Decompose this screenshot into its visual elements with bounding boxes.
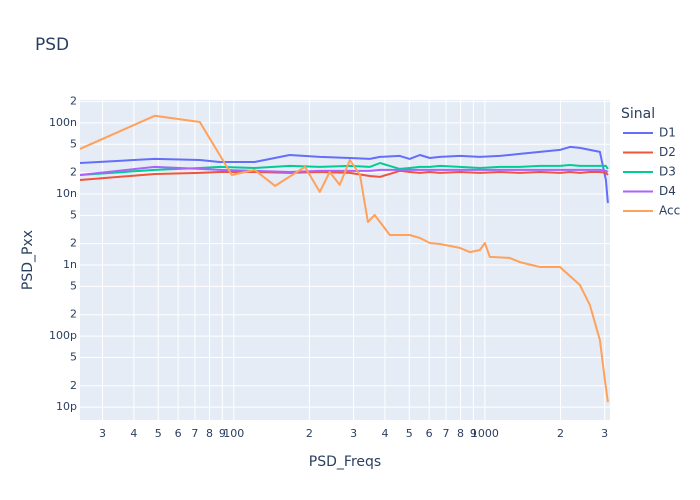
y-tick-label: 2: [70, 237, 77, 250]
y-tick-label: 2: [70, 95, 77, 108]
y-axis-title: PSD_Pxx: [20, 230, 36, 290]
series-line: [80, 169, 609, 181]
legend-title: Sinal: [621, 106, 655, 122]
y-tick-label: 5: [70, 351, 77, 364]
grid: [80, 100, 610, 420]
y-tick-label: 10n: [56, 187, 77, 200]
x-axis-title: PSD_Freqs: [309, 454, 381, 470]
chart-title: PSD: [35, 35, 69, 55]
legend-label[interactable]: D1: [659, 126, 676, 140]
y-tick-label: 1n: [63, 258, 77, 271]
legend: D1 D2 D3 D4 Acc: [623, 126, 680, 218]
x-tick-label: 2: [557, 427, 564, 440]
x-tick-label: 3: [99, 427, 106, 440]
legend-label[interactable]: D2: [659, 145, 676, 159]
y-tick-label: 2: [70, 308, 77, 321]
series-line: [80, 145, 609, 204]
y-tick-label: 5: [70, 208, 77, 221]
y-tick-label: 10p: [56, 400, 77, 413]
legend-label[interactable]: D3: [659, 165, 676, 179]
legend-label[interactable]: D4: [659, 184, 676, 198]
x-tick-label: 7: [442, 427, 449, 440]
x-tick-label: 1000: [471, 427, 499, 440]
x-tick-label: 5: [406, 427, 413, 440]
y-tick-label: 100p: [49, 329, 77, 342]
y-tick-label: 2: [70, 166, 77, 179]
x-tick-label: 4: [381, 427, 388, 440]
x-tick-label: 5: [155, 427, 162, 440]
lines: [80, 114, 609, 403]
x-tick-label: 2: [306, 427, 313, 440]
x-tick-label: 8: [206, 427, 213, 440]
series-line: [80, 114, 609, 403]
x-tick-label: 7: [191, 427, 198, 440]
x-tick-label: 3: [350, 427, 357, 440]
y-tick-label: 100n: [49, 116, 77, 129]
x-tick-label: 4: [130, 427, 137, 440]
x-tick-label: 6: [426, 427, 433, 440]
x-tick-label: 6: [175, 427, 182, 440]
x-tick-label: 8: [457, 427, 464, 440]
x-tick-label: 9: [219, 427, 226, 440]
series-line: [80, 162, 609, 176]
x-tick-label: 9: [470, 427, 477, 440]
x-tick-label: 3: [601, 427, 608, 440]
plot-background: [80, 100, 610, 420]
x-tick-label: 100: [223, 427, 244, 440]
y-tick-label: 5: [70, 137, 77, 150]
y-tick-label: 2: [70, 379, 77, 392]
legend-label[interactable]: Acc: [659, 204, 680, 218]
series-line: [80, 165, 609, 176]
y-tick-label: 5: [70, 279, 77, 292]
